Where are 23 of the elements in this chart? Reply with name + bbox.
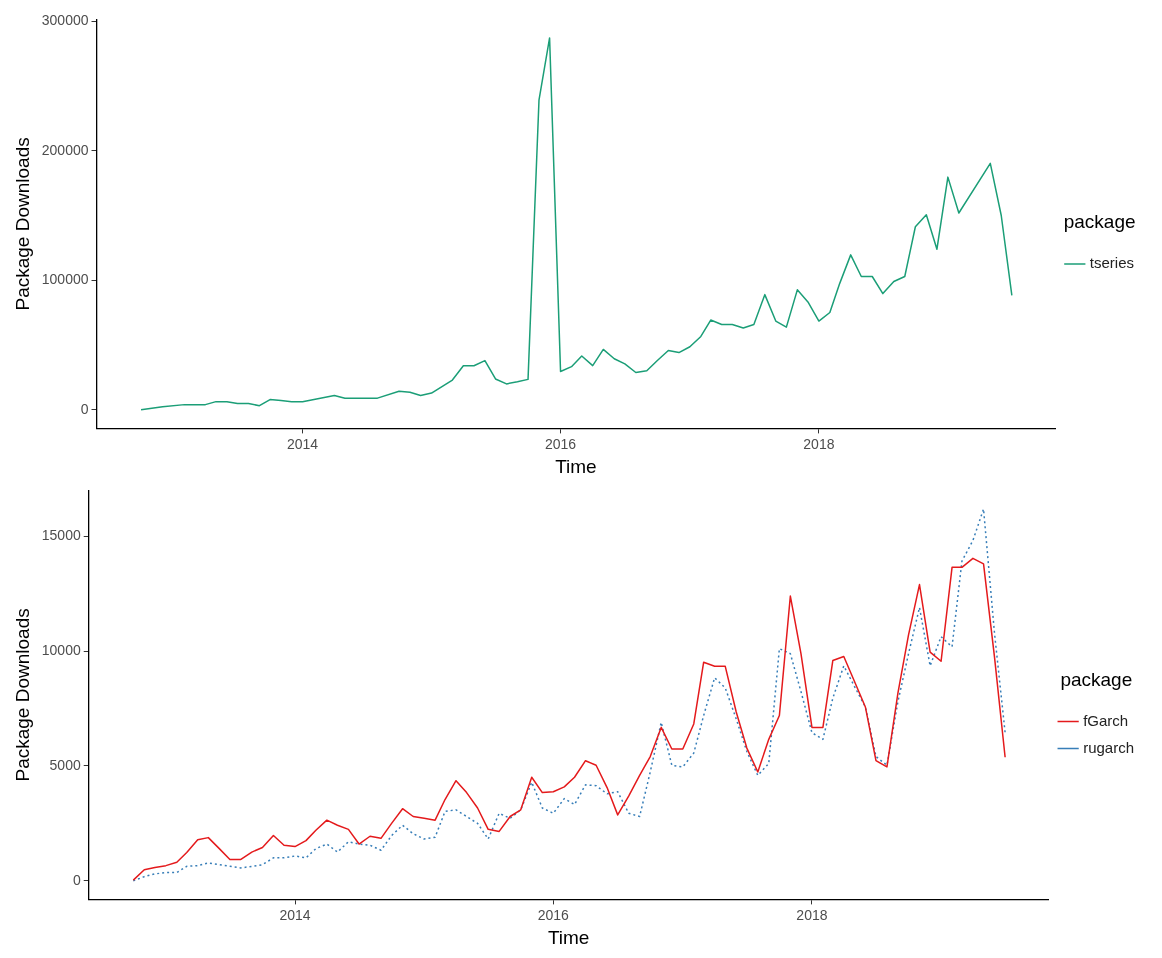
x-axis-title: Time bbox=[555, 455, 597, 477]
x-axis-title: Time bbox=[547, 926, 590, 948]
legend-label: rugarch bbox=[1083, 738, 1134, 756]
y-axis-title: Package Downloads bbox=[11, 137, 33, 311]
x-tick-label: 2016 bbox=[544, 435, 577, 452]
x-tick-label: 2018 bbox=[796, 906, 828, 923]
legend-title: package bbox=[1063, 211, 1136, 233]
x-tick-label: 2014 bbox=[279, 906, 311, 923]
y-axis-title: Package Downloads bbox=[11, 608, 33, 782]
y-tick-label: 100000 bbox=[41, 271, 89, 288]
y-tick-label: 0 bbox=[72, 871, 81, 888]
x-tick-label: 2014 bbox=[286, 435, 319, 452]
y-tick-label: 0 bbox=[80, 400, 89, 417]
y-tick-label: 10000 bbox=[41, 642, 81, 659]
x-tick-label: 2016 bbox=[537, 906, 570, 923]
legend-label: fGarch bbox=[1083, 711, 1129, 729]
y-tick-label: 200000 bbox=[41, 141, 89, 158]
y-tick-label: 15000 bbox=[41, 527, 81, 544]
legend-title: package bbox=[1060, 668, 1133, 690]
x-tick-label: 2018 bbox=[803, 435, 835, 452]
y-tick-label: 5000 bbox=[49, 756, 81, 773]
legend-label: tseries bbox=[1089, 254, 1135, 272]
y-tick-label: 300000 bbox=[41, 12, 89, 29]
